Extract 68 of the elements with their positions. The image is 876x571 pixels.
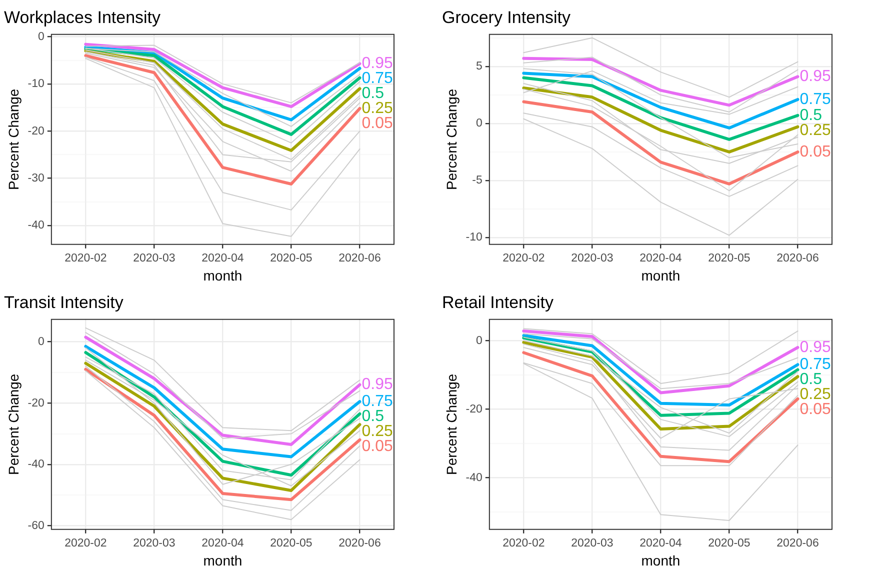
series-label: 0.95 — [800, 68, 831, 86]
series-label: 0.95 — [800, 338, 831, 356]
y-axis-title: Percent Change — [443, 88, 460, 190]
y-tick-label: -10 — [28, 78, 44, 90]
y-tick-label: 0 — [38, 336, 44, 348]
x-tick-label: 2020-02 — [64, 252, 107, 264]
series-label: 0.75 — [362, 70, 393, 88]
x-tick-label: 2020-02 — [502, 252, 545, 264]
series-label: 0.95 — [362, 55, 393, 72]
x-tick-label: 2020-06 — [338, 252, 381, 264]
series-label: 0.25 — [800, 122, 831, 139]
series-label: 0.25 — [362, 100, 393, 118]
y-tick-label: -60 — [28, 520, 44, 532]
y-tick-label: -5 — [472, 174, 482, 187]
y-tick-label: -30 — [28, 172, 44, 185]
y-tick-label: -20 — [28, 125, 44, 138]
series-label: 0.05 — [800, 143, 831, 160]
series-label: 0.75 — [362, 392, 393, 410]
series-label: 0.75 — [800, 90, 831, 108]
series-label: 0.5 — [362, 408, 384, 425]
series-label: 0.25 — [362, 422, 393, 440]
series-label: 0.5 — [362, 85, 384, 102]
x-tick-label: 2020-03 — [133, 537, 176, 550]
y-axis-title: Percent Change — [5, 374, 22, 475]
y-tick-label: -40 — [28, 220, 44, 232]
chart-title: Workplaces Intensity — [4, 8, 162, 27]
y-tick-label: -20 — [466, 403, 482, 416]
x-tick-label: 2020-03 — [571, 537, 614, 550]
x-tick-label: 2020-03 — [133, 252, 176, 264]
x-tick-label: 2020-06 — [776, 252, 819, 264]
y-tick-label: -40 — [466, 472, 482, 484]
x-tick-label: 2020-03 — [571, 252, 614, 264]
x-tick-label: 2020-05 — [270, 252, 312, 264]
x-tick-label: 2020-04 — [640, 252, 682, 264]
chart-title: Grocery Intensity — [442, 8, 571, 27]
y-axis-title: Percent Change — [5, 88, 22, 190]
series-label: 0.95 — [362, 376, 393, 394]
y-tick-label: 0 — [476, 334, 482, 347]
x-tick-label: 2020-04 — [640, 537, 682, 550]
x-tick-label: 2020-04 — [202, 252, 244, 264]
series-label: 0.5 — [800, 371, 822, 388]
y-tick-label: 0 — [476, 118, 482, 130]
x-tick-label: 2020-06 — [338, 537, 381, 550]
series-label: 0.05 — [800, 401, 831, 418]
series-label: 0.5 — [800, 106, 822, 124]
x-tick-label: 2020-05 — [270, 537, 312, 550]
x-axis-title: month — [203, 267, 242, 284]
y-tick-label: -20 — [28, 397, 44, 410]
x-tick-label: 2020-05 — [708, 537, 750, 550]
y-axis-title: Percent Change — [443, 374, 460, 475]
y-tick-label: 5 — [476, 60, 482, 73]
x-tick-label: 2020-02 — [64, 537, 107, 550]
x-tick-label: 2020-05 — [708, 252, 750, 264]
chart-title: Retail Intensity — [442, 292, 554, 312]
y-tick-label: 0 — [38, 30, 44, 43]
x-tick-label: 2020-06 — [776, 537, 819, 550]
x-axis-title: month — [641, 552, 680, 568]
series-label: 0.05 — [362, 438, 393, 455]
series-label: 0.75 — [800, 356, 831, 374]
y-tick-label: -10 — [466, 232, 482, 244]
x-tick-label: 2020-02 — [502, 537, 545, 550]
x-axis-title: month — [203, 552, 242, 568]
x-tick-label: 2020-04 — [202, 537, 244, 550]
chart-title: Transit Intensity — [4, 292, 124, 312]
series-label: 0.25 — [800, 386, 831, 404]
y-tick-label: -40 — [28, 458, 44, 471]
series-label: 0.05 — [362, 115, 393, 132]
x-axis-title: month — [641, 267, 680, 284]
